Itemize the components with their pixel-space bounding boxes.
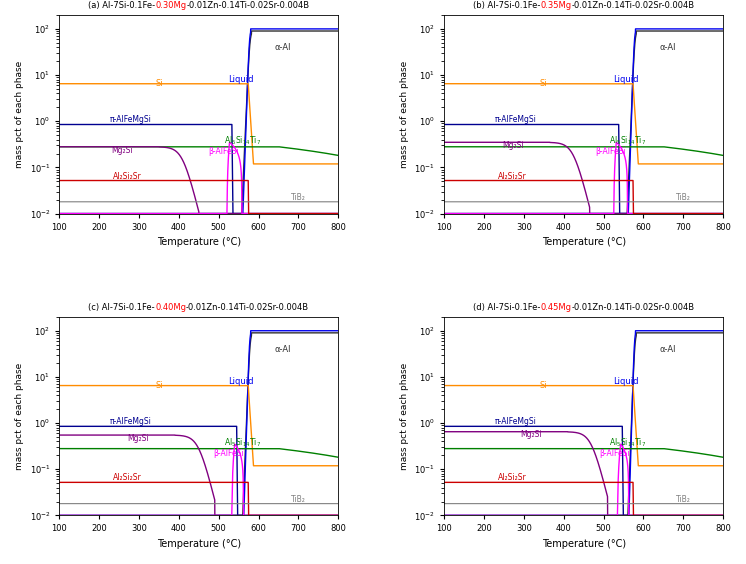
Text: Mg₂Si: Mg₂Si <box>520 430 542 439</box>
Text: Al₂Si₂Sr: Al₂Si₂Sr <box>113 473 142 482</box>
Text: β-AlFeSi: β-AlFeSi <box>595 147 626 156</box>
Text: α-Al: α-Al <box>275 43 291 52</box>
Text: Al$_5$Si$_{14}$Ti$_7$: Al$_5$Si$_{14}$Ti$_7$ <box>224 134 261 147</box>
Text: TiB₂: TiB₂ <box>291 193 306 202</box>
Text: Si: Si <box>155 79 163 88</box>
Text: -0.01Zn-0.14Ti-0.02Sr-0.004B: -0.01Zn-0.14Ti-0.02Sr-0.004B <box>571 303 695 312</box>
Y-axis label: mass pct of each phase: mass pct of each phase <box>400 363 409 470</box>
Text: (c) Al-7Si-0.1Fe-: (c) Al-7Si-0.1Fe- <box>89 303 155 312</box>
Text: β-AlFeSi: β-AlFeSi <box>213 449 244 458</box>
Text: 0.35Mg: 0.35Mg <box>540 1 571 10</box>
Text: (b) Al-7Si-0.1Fe-: (b) Al-7Si-0.1Fe- <box>473 1 540 10</box>
Text: TiB₂: TiB₂ <box>676 193 691 202</box>
Text: α-Al: α-Al <box>659 43 676 52</box>
Text: Liquid: Liquid <box>612 377 639 386</box>
Text: TiB₂: TiB₂ <box>291 495 306 504</box>
Text: π-AlFeMgSi: π-AlFeMgSi <box>110 417 152 426</box>
Text: Al₂Si₂Sr: Al₂Si₂Sr <box>113 171 142 180</box>
Text: Al$_5$Si$_{14}$Ti$_7$: Al$_5$Si$_{14}$Ti$_7$ <box>224 436 261 448</box>
Text: α-Al: α-Al <box>275 345 291 354</box>
X-axis label: Temperature (°C): Temperature (°C) <box>157 237 241 247</box>
Text: β-AlFeSi: β-AlFeSi <box>208 147 239 156</box>
X-axis label: Temperature (°C): Temperature (°C) <box>542 539 626 549</box>
Text: TiB₂: TiB₂ <box>676 495 691 504</box>
Text: Liquid: Liquid <box>228 75 254 84</box>
Text: Si: Si <box>540 79 548 88</box>
Text: Mg₂Si: Mg₂Si <box>111 146 133 155</box>
Text: Al₂Si₂Sr: Al₂Si₂Sr <box>498 473 527 482</box>
Text: Mg₂Si: Mg₂Si <box>127 434 148 443</box>
Text: -0.01Zn-0.14Ti-0.02Sr-0.004B: -0.01Zn-0.14Ti-0.02Sr-0.004B <box>186 1 310 10</box>
Text: α-Al: α-Al <box>659 345 676 354</box>
Text: Al₂Si₂Sr: Al₂Si₂Sr <box>498 171 527 180</box>
Text: π-AlFeMgSi: π-AlFeMgSi <box>495 417 537 426</box>
Text: Mg₂Si: Mg₂Si <box>502 141 524 150</box>
Text: (d) Al-7Si-0.1Fe-: (d) Al-7Si-0.1Fe- <box>473 303 540 312</box>
Text: 0.45Mg: 0.45Mg <box>540 303 571 312</box>
Text: (a) Al-7Si-0.1Fe-: (a) Al-7Si-0.1Fe- <box>88 1 155 10</box>
Text: Si: Si <box>155 381 163 390</box>
Text: Liquid: Liquid <box>612 75 639 84</box>
Text: Al$_5$Si$_{14}$Ti$_7$: Al$_5$Si$_{14}$Ti$_7$ <box>609 134 646 147</box>
Text: -0.01Zn-0.14Ti-0.02Sr-0.004B: -0.01Zn-0.14Ti-0.02Sr-0.004B <box>186 303 309 312</box>
Text: 0.30Mg: 0.30Mg <box>155 1 186 10</box>
Y-axis label: mass pct of each phase: mass pct of each phase <box>15 363 24 470</box>
Text: π-AlFeMgSi: π-AlFeMgSi <box>110 116 152 125</box>
Y-axis label: mass pct of each phase: mass pct of each phase <box>15 61 24 168</box>
Y-axis label: mass pct of each phase: mass pct of each phase <box>400 61 409 168</box>
Text: Al$_5$Si$_{14}$Ti$_7$: Al$_5$Si$_{14}$Ti$_7$ <box>609 436 646 448</box>
Text: 0.40Mg: 0.40Mg <box>155 303 186 312</box>
X-axis label: Temperature (°C): Temperature (°C) <box>157 539 241 549</box>
Text: Liquid: Liquid <box>228 377 254 386</box>
Text: π-AlFeMgSi: π-AlFeMgSi <box>495 116 537 125</box>
Text: β-AlFeSi: β-AlFeSi <box>599 449 630 458</box>
X-axis label: Temperature (°C): Temperature (°C) <box>542 237 626 247</box>
Text: Si: Si <box>540 381 548 390</box>
Text: -0.01Zn-0.14Ti-0.02Sr-0.004B: -0.01Zn-0.14Ti-0.02Sr-0.004B <box>571 1 695 10</box>
